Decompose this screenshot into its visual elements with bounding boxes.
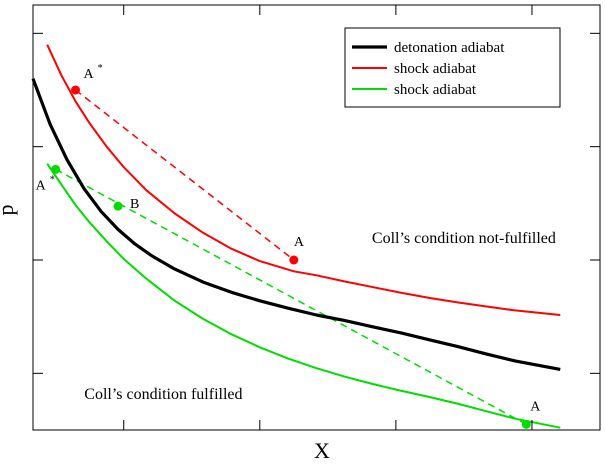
point-marker-4 [113, 201, 123, 211]
point-marker-1 [71, 85, 81, 95]
legend: detonation adiabat shock adiabat shock adi… [344, 27, 561, 108]
point-label-4: B [130, 197, 139, 212]
series-line-detonation-adiabat-1 [31, 78, 561, 371]
point-marker-3 [51, 164, 61, 174]
annotations-layer: Coll’s condition not-fulfilled Coll’s con… [84, 230, 556, 403]
ticks-layer [33, 5, 600, 430]
point-marker-2 [289, 255, 299, 265]
annotation-1: Coll’s condition not-fulfilled [372, 230, 556, 247]
series-line-shock-adiabat-3 [46, 163, 561, 429]
point-label-1: A * [84, 63, 103, 82]
plot-frame [32, 4, 601, 431]
point-label-3: A * [36, 174, 55, 193]
point-label-2: A [294, 235, 305, 250]
y-axis-label: p [0, 205, 18, 216]
x-axis-label: X [314, 438, 330, 462]
lines-layer [31, 44, 561, 429]
annotation-2: Coll’s condition fulfilled [84, 386, 242, 403]
point-label-sup-3: * [50, 174, 55, 185]
legend-label-2: shock adiabat [394, 61, 477, 77]
point-marker-5 [521, 419, 531, 429]
legend-items: detonation adiabat shock adiabat shock adi… [352, 40, 505, 98]
rayleigh-line-1 [75, 89, 295, 261]
legend-label-1: detonation adiabat [394, 40, 505, 56]
rayleigh-line-2 [55, 168, 527, 425]
series-line-shock-adiabat-2 [46, 44, 561, 316]
point-label-5: A [530, 399, 541, 414]
legend-label-3: shock adiabat [394, 82, 477, 98]
point-label-sup-1: * [98, 63, 103, 74]
